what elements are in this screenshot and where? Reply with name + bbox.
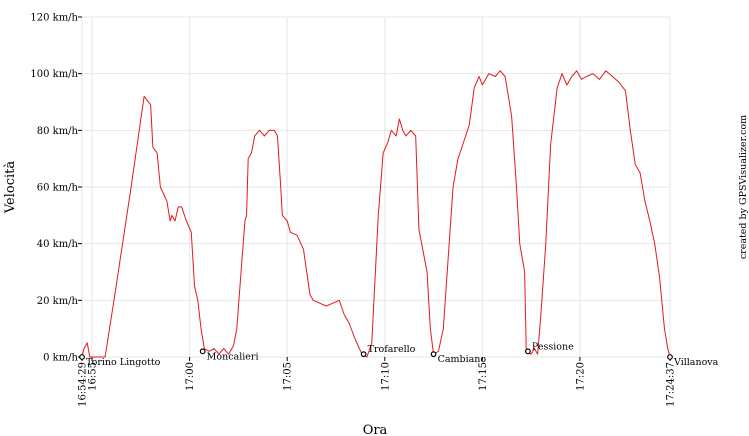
waypoints-layer: Torino Lingotto Moncalieri Trofarello Cambi… <box>79 341 719 368</box>
grid <box>81 16 671 358</box>
y-axis-title: Velocità <box>3 161 18 215</box>
y-tick-label: 60 km/h <box>37 183 79 194</box>
waypoint-marker <box>360 351 367 358</box>
y-tick-label: 100 km/h <box>30 69 78 80</box>
waypoint-marker <box>430 351 437 358</box>
credit-label: created by GPSVisualizer.com <box>738 115 749 259</box>
waypoint-label: Pessione <box>532 341 574 352</box>
y-tick-label: 0 km/h <box>43 353 78 364</box>
waypoint-label: Cambiano <box>438 354 487 365</box>
x-axis-ticks: 16:54:29 16:55 17:00 17:05 17:10 17:15 17:20 17… <box>78 357 677 407</box>
waypoint-label: Villanova <box>673 357 719 368</box>
x-tick-label: 16:54:29 <box>78 362 89 407</box>
waypoint-marker <box>199 348 206 355</box>
waypoint-marker <box>79 354 85 360</box>
waypoint-label: Moncalieri <box>207 351 259 362</box>
x-tick-label: 17:15 <box>478 362 489 391</box>
series-layer <box>81 70 671 358</box>
x-tick-label: 17:20 <box>575 362 586 391</box>
x-tick-label: 17:10 <box>380 362 391 391</box>
waypoint-label: Trofarello <box>368 344 416 355</box>
waypoint-marker <box>667 354 673 360</box>
y-tick-label: 20 km/h <box>37 296 79 307</box>
x-tick-label: 17:24:37 <box>666 362 677 407</box>
y-tick-label: 80 km/h <box>37 126 79 137</box>
x-tick-label: 17:05 <box>283 362 294 391</box>
y-axis-ticks: 0 km/h 20 km/h 40 km/h 60 km/h 80 km/h 100 km… <box>30 13 82 364</box>
waypoint-label: Torino Lingotto <box>86 357 161 368</box>
waypoint-marker <box>524 348 531 355</box>
x-axis-title: Ora <box>363 423 388 436</box>
speed-series-line <box>81 70 671 358</box>
y-tick-label: 120 km/h <box>30 13 78 24</box>
x-tick-label: 17:00 <box>185 362 196 391</box>
x-tick-label: 16:55 <box>88 362 99 391</box>
y-tick-label: 40 km/h <box>37 239 79 250</box>
